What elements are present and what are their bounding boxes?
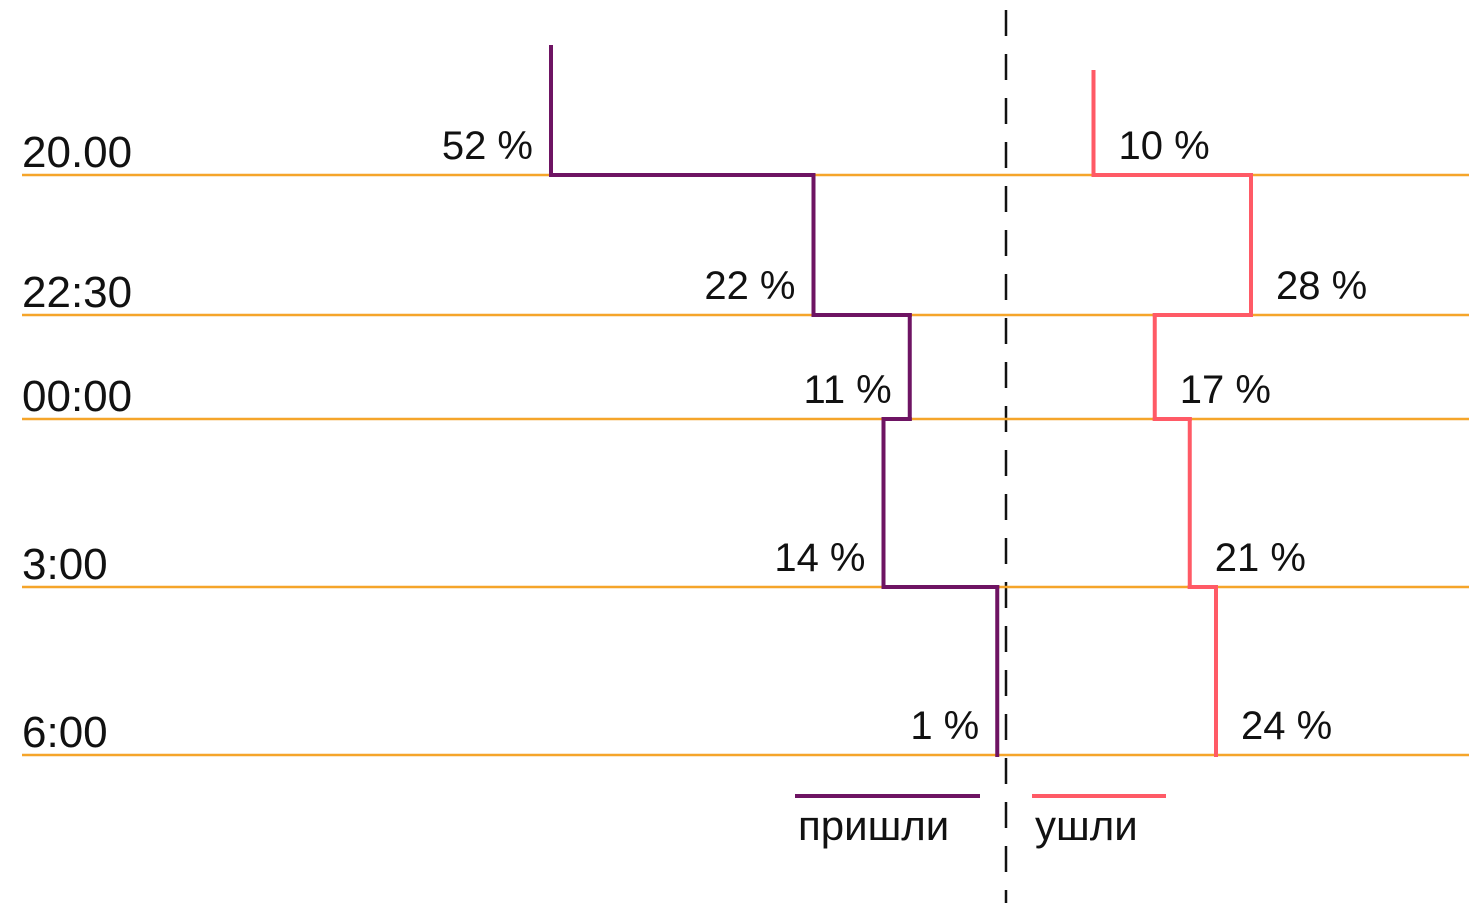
category-label: 22:30: [22, 268, 132, 317]
value-label: 10 %: [1119, 124, 1210, 168]
value-label: 17 %: [1180, 368, 1271, 412]
value-label: 21 %: [1215, 536, 1306, 580]
value-label: 52 %: [442, 124, 533, 168]
value-label: 11 %: [804, 368, 892, 412]
legend-label: пришли: [798, 802, 949, 849]
value-label: 22 %: [704, 264, 795, 308]
value-label: 14 %: [774, 536, 865, 580]
plot: 20.00 22:30 00:00 3:00 6:00 52 % 22 % 11 % 14 % 1…: [22, 45, 1469, 849]
category-label: 00:00: [22, 372, 132, 421]
value-label: 28 %: [1276, 264, 1367, 308]
category-label: 6:00: [22, 708, 108, 757]
value-label: 1 %: [910, 704, 979, 748]
category-label: 3:00: [22, 540, 108, 589]
category-label: 20.00: [22, 128, 132, 177]
legend-label: ушли: [1035, 802, 1138, 849]
value-label: 24 %: [1241, 704, 1332, 748]
